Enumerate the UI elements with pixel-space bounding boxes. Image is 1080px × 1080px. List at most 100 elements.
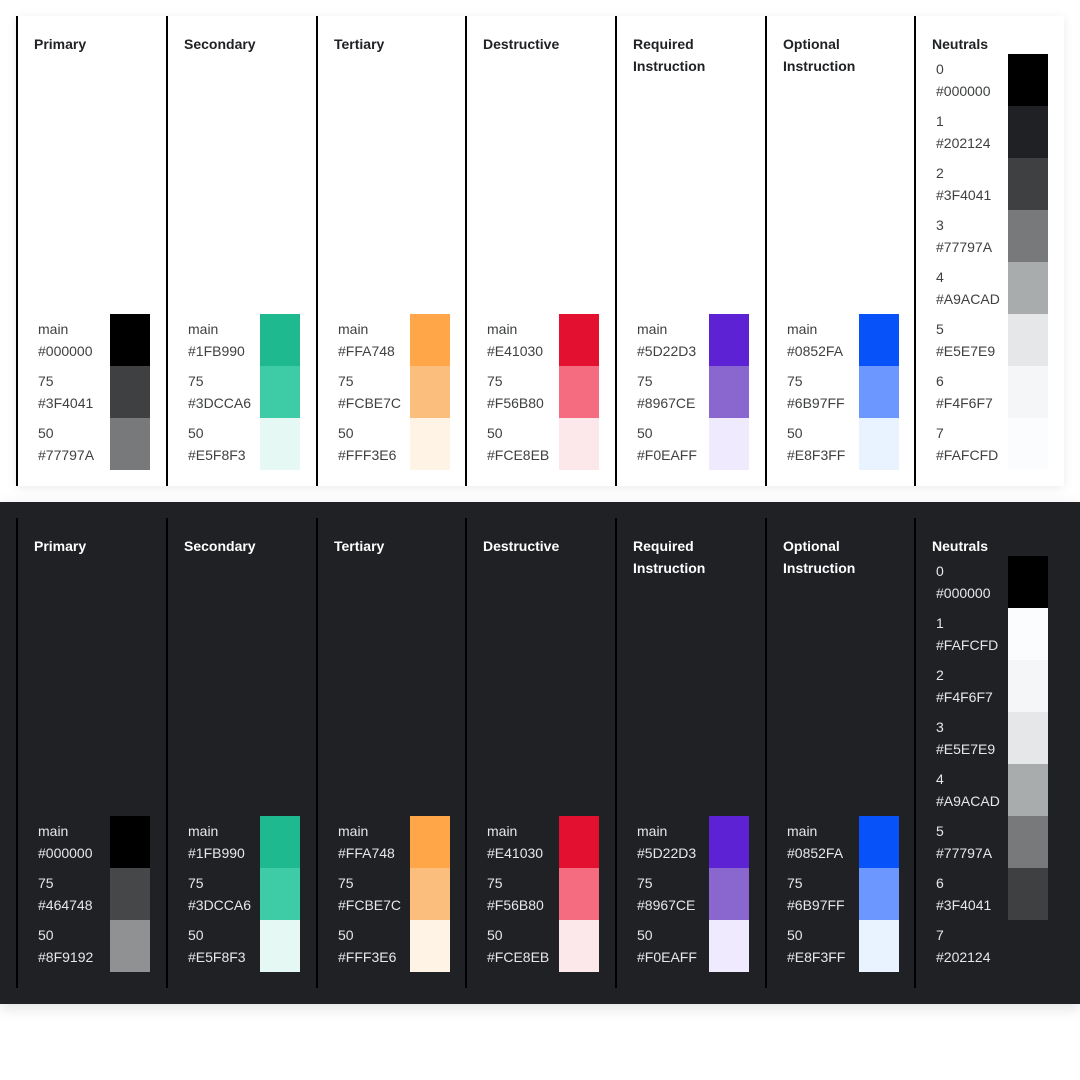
neutral-list: 0 #000000 1 #FAFCFD 2 #F4F6F7 3 #E5E7E9 4 #A9ACAD… xyxy=(936,556,1050,972)
swatch-label: 50 xyxy=(338,927,354,943)
swatch-row: 75 #3DCCA6 xyxy=(186,868,300,920)
color-swatch xyxy=(709,314,749,366)
neutral-swatch xyxy=(1008,608,1048,660)
swatch-row: main #0852FA xyxy=(785,816,899,868)
color-column-tertiary: Tertiary main #FFA748 75 #FCBE7C 50 #FFF3E6 xyxy=(316,518,465,988)
swatch-label: main xyxy=(787,823,818,839)
neutral-label: 1 xyxy=(936,615,944,631)
swatch-label: 50 xyxy=(487,425,503,441)
swatch-label: 75 xyxy=(487,373,503,389)
swatch-row: main #E41030 xyxy=(485,816,599,868)
neutral-swatch xyxy=(1008,210,1048,262)
swatch-label: 75 xyxy=(787,373,803,389)
color-swatch xyxy=(859,314,899,366)
swatch-row: main #E41030 xyxy=(485,314,599,366)
swatch-hex: #FFF3E6 xyxy=(338,949,397,965)
neutral-row: 2 #F4F6F7 xyxy=(936,660,1050,712)
color-swatch xyxy=(559,314,599,366)
swatch-text: main #1FB990 xyxy=(188,318,245,362)
swatch-text: 50 #E8F3FF xyxy=(787,924,845,968)
swatch-hex: #77797A xyxy=(38,447,95,463)
neutral-label: 1 xyxy=(936,113,944,129)
neutral-label: 7 xyxy=(936,425,944,441)
neutral-hex: #000000 xyxy=(936,585,991,601)
swatch-hex: #F0EAFF xyxy=(637,447,697,463)
swatch-hex: #E8F3FF xyxy=(787,447,846,463)
swatch-label: main xyxy=(188,321,219,337)
color-column-required-instruction: Required Instruction main #5D22D3 75 #8967CE… xyxy=(615,16,765,486)
swatch-row: main #000000 xyxy=(36,816,150,868)
neutral-row: 4 #A9ACAD xyxy=(936,262,1050,314)
neutral-label: 2 xyxy=(936,667,944,683)
swatch-text: main #000000 xyxy=(38,318,93,362)
swatch-row: main #5D22D3 xyxy=(635,816,749,868)
swatch-label: main xyxy=(338,823,369,839)
neutral-row: 6 #3F4041 xyxy=(936,868,1050,920)
neutral-hex: #F4F6F7 xyxy=(936,395,993,411)
neutral-swatch xyxy=(1008,712,1048,764)
swatch-text: 75 #8967CE xyxy=(637,872,695,916)
color-column-destructive: Destructive main #E41030 75 #F56B80 50 #FCE8EB xyxy=(465,16,615,486)
swatch-hex: #FCE8EB xyxy=(487,949,550,965)
swatch-row: 75 #8967CE xyxy=(635,366,749,418)
color-swatch xyxy=(859,816,899,868)
swatch-label: 75 xyxy=(487,875,503,891)
swatch-row: 75 #6B97FF xyxy=(785,868,899,920)
neutral-row: 5 #77797A xyxy=(936,816,1050,868)
neutral-label: 5 xyxy=(936,321,944,337)
swatch-label: 75 xyxy=(188,373,204,389)
neutral-hex: #77797A xyxy=(936,845,993,861)
swatch-label: 50 xyxy=(188,927,204,943)
swatch-row: 75 #FCBE7C xyxy=(336,366,450,418)
swatch-list: main #FFA748 75 #FCBE7C 50 #FFF3E6 xyxy=(336,314,450,470)
swatch-list: main #FFA748 75 #FCBE7C 50 #FFF3E6 xyxy=(336,816,450,972)
column-title: Tertiary xyxy=(334,538,385,554)
neutral-row: 7 #FAFCFD xyxy=(936,418,1050,470)
color-column-neutrals: Neutrals 0 #000000 1 #202124 2 #3F4041 3 #77797A… xyxy=(914,16,1064,486)
neutral-label: 4 xyxy=(936,269,944,285)
neutral-label: 4 xyxy=(936,771,944,787)
column-title: Optional Instruction xyxy=(783,538,856,576)
swatch-hex: #E41030 xyxy=(487,845,544,861)
swatch-hex: #E41030 xyxy=(487,343,544,359)
swatch-hex: #E8F3FF xyxy=(787,949,846,965)
neutral-row: 2 #3F4041 xyxy=(936,158,1050,210)
swatch-label: 75 xyxy=(38,875,54,891)
swatch-text: 75 #F56B80 xyxy=(487,872,544,916)
swatch-label: 75 xyxy=(338,373,354,389)
swatch-text: main #FFA748 xyxy=(338,318,395,362)
swatch-text: main #0852FA xyxy=(787,820,843,864)
swatch-row: 50 #E8F3FF xyxy=(785,418,899,470)
swatch-row: 75 #F56B80 xyxy=(485,868,599,920)
swatch-label: 75 xyxy=(38,373,54,389)
column-title: Destructive xyxy=(483,538,560,554)
swatch-hex: #FFA748 xyxy=(338,343,395,359)
swatch-hex: #000000 xyxy=(38,845,93,861)
swatch-hex: #6B97FF xyxy=(787,897,845,913)
neutral-label: 0 xyxy=(936,563,944,579)
column-title: Neutrals xyxy=(932,538,989,554)
swatch-label: 50 xyxy=(637,425,653,441)
neutral-label: 7 xyxy=(936,927,944,943)
neutral-swatch xyxy=(1008,314,1048,366)
neutral-hex: #77797A xyxy=(936,239,993,255)
color-swatch xyxy=(410,920,450,972)
swatch-text: 75 #FCBE7C xyxy=(338,370,401,414)
swatch-list: main #E41030 75 #F56B80 50 #FCE8EB xyxy=(485,816,599,972)
swatch-text: 75 #6B97FF xyxy=(787,370,845,414)
neutral-label: 3 xyxy=(936,217,944,233)
swatch-label: 50 xyxy=(188,425,204,441)
color-swatch xyxy=(110,816,150,868)
swatch-row: 50 #E8F3FF xyxy=(785,920,899,972)
dark-theme-palette: Primary main #000000 75 #464748 50 #8F9192 Seco… xyxy=(0,502,1080,1004)
swatch-text: 50 #FCE8EB xyxy=(487,422,549,466)
neutral-row: 1 #202124 xyxy=(936,106,1050,158)
swatch-label: main xyxy=(38,823,69,839)
light-theme-palette: Primary main #000000 75 #3F4041 50 #77797A Seco… xyxy=(16,16,1064,486)
neutral-text: 4 #A9ACAD xyxy=(936,266,1000,310)
swatch-list: main #1FB990 75 #3DCCA6 50 #E5F8F3 xyxy=(186,816,300,972)
neutral-text: 6 #F4F6F7 xyxy=(936,370,993,414)
swatch-text: 75 #6B97FF xyxy=(787,872,845,916)
swatch-list: main #5D22D3 75 #8967CE 50 #F0EAFF xyxy=(635,816,749,972)
swatch-hex: #E5F8F3 xyxy=(188,447,246,463)
